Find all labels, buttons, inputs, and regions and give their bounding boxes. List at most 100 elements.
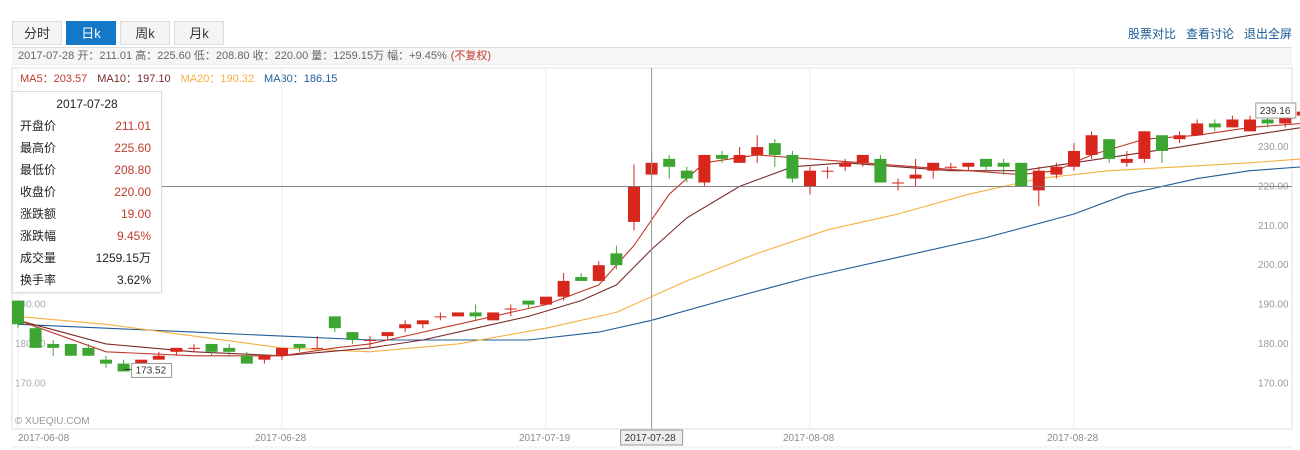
candle-body [1068,151,1080,167]
candle-body [170,347,183,352]
candle-body [663,158,676,167]
max-label: 239.16 [1260,106,1291,117]
y-tick-left: 170.00 [15,378,46,389]
candle-body [1261,119,1274,124]
candle-body [1156,135,1168,151]
ohlc-info-bar: 2017-07-28 开：211.01 高：225.60 低：208.80 收：… [12,47,1292,65]
y-tick-label: 200.00 [1258,260,1289,271]
tooltip-row: 涨跌幅 9.45% [13,225,161,247]
candle-body [1208,123,1221,128]
min-label: 173.52 [136,365,167,376]
candle-body [610,253,623,266]
candle-body [240,355,253,364]
candle-body [47,343,60,348]
x-tick-label: 2017-08-08 [783,433,835,444]
candle-body [1244,119,1256,132]
period-tabs: 分时 日k 周k 月k [12,21,228,45]
tooltip-label: 涨跌幅 [20,229,57,243]
tooltip-value: 1259.15万 [95,251,151,265]
candle-body [821,170,834,172]
min-label-box [131,362,173,378]
tooltip-label: 成交量 [20,251,57,265]
candle-body [29,328,42,348]
candle-body [504,308,517,310]
candle-body [786,154,799,179]
candle-body [522,300,535,305]
candle-body [680,170,693,179]
candle-body [557,280,570,297]
candle-body [592,265,605,281]
top-link-1[interactable]: 查看讨论 [1185,27,1234,41]
tab-1[interactable]: 日k [66,21,116,45]
candle-body [751,147,764,155]
candle-body [1226,119,1239,128]
tooltip-row: 换手率 3.62% [13,269,161,291]
candle-body [364,340,376,341]
candle-body [892,182,904,184]
tooltip-label: 换手率 [20,273,57,287]
ma30-line [17,166,1300,341]
candle-body [100,359,112,364]
candle-body [540,296,552,305]
top-links: 股票对比 查看讨论 退出全屏 [1118,25,1292,42]
top-link-0[interactable]: 股票对比 [1127,27,1176,41]
tooltip-label: 收盘价 [20,185,57,199]
y-tick-left: 190.00 [15,300,46,311]
tooltip-row: 成交量 1259.15万 [13,247,161,269]
candle-body [962,162,975,167]
tooltip-label: 涨跌额 [20,207,57,221]
watermark: © XUEQIU.COM [15,416,90,427]
tooltip-label: 开盘价 [20,119,57,133]
y-tick-label: 190.00 [1258,300,1289,311]
candle-body [487,312,500,321]
candle-body [1173,135,1186,140]
candle-body [874,158,887,183]
candle-body [997,162,1010,167]
candle-body [117,363,130,372]
y-tick-label: 230.00 [1258,142,1289,153]
candle-body [223,347,236,352]
y-tick-label: 210.00 [1258,221,1289,232]
candle-body [1191,123,1204,136]
top-link-2[interactable]: 退出全屏 [1243,27,1292,41]
tab-2[interactable]: 周k [120,21,170,45]
tooltip-date: 2017-07-28 [56,97,118,111]
tooltip-row: 最高价 225.60 [13,137,161,159]
candle-body [698,154,711,183]
candle-body [82,347,95,356]
candle-body [293,343,306,348]
candle-body [311,347,324,349]
y-tick-label: 220.00 [1258,181,1289,192]
candle-body [152,355,165,360]
candle-body [1120,158,1133,163]
ohlc-info-text: 2017-07-28 开：211.01 高：225.60 低：208.80 收：… [18,50,447,62]
tooltip-value: 9.45% [116,229,151,243]
candle-body [768,143,781,155]
tooltip-row: 涨跌额 19.00 [13,203,161,225]
x-tick-label: 2017-06-28 [255,433,307,444]
candle-body [575,277,588,281]
tooltip-value: 225.60 [114,141,151,155]
tab-0[interactable]: 分时 [12,21,62,45]
candle-body [1279,115,1292,124]
candle-body [839,162,852,167]
tooltip-row: 最低价 208.80 [13,159,161,181]
candle-body [1103,139,1116,159]
candle-body [909,174,922,179]
tab-3[interactable]: 月k [174,21,224,45]
candle-body [416,320,429,325]
tooltip-value: 3.62% [116,273,151,287]
candle-body [258,355,271,360]
tooltip-value: 208.80 [114,163,151,177]
candle-body [328,316,341,329]
candle-body [1138,131,1151,159]
candle-body [856,154,869,163]
x-tick-label: 2017-07-28 [625,433,677,444]
tooltip-panel: 2017-07-28 开盘价 211.01 最高价 225.60 最低价 208.80 收盘… [12,91,162,293]
tooltip-value: 220.00 [114,185,151,199]
tooltip-row: 开盘价 211.01 [13,115,161,137]
candle-body [1085,135,1098,155]
y-tick-label: 170.00 [1258,378,1289,389]
candle-body [716,154,728,159]
